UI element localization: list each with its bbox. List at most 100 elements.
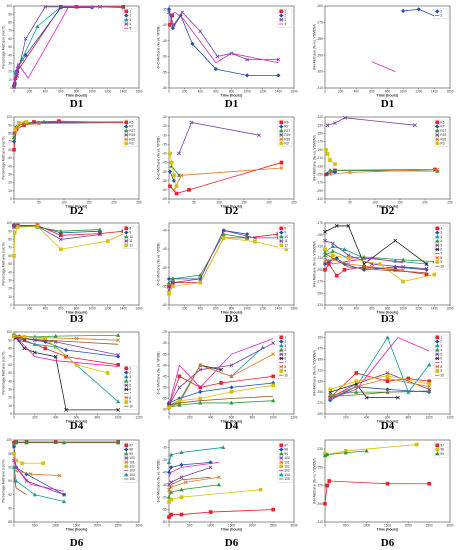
data-point — [327, 168, 333, 172]
x-axis-label: Time (hours) — [377, 528, 400, 532]
legend-entry: 8 — [129, 227, 131, 231]
y-tick-label: -270 — [316, 181, 323, 185]
series-1 — [328, 371, 431, 400]
x-tick-label: 1000 — [52, 524, 59, 528]
data-point — [257, 133, 261, 138]
series-line — [330, 390, 430, 397]
legend-marker — [124, 133, 129, 137]
data-point — [328, 172, 332, 177]
y-tick-label: 50 — [8, 371, 12, 375]
legend-marker — [279, 335, 284, 340]
data-point — [221, 231, 226, 236]
data-point — [167, 405, 171, 410]
legend-entry: 5 — [129, 26, 131, 30]
data-point — [323, 259, 327, 263]
data-point — [15, 73, 20, 78]
data-point — [413, 123, 417, 128]
panel-label: D2 — [381, 205, 395, 217]
series-4 — [168, 11, 279, 64]
y-tick-label: 100 — [6, 330, 12, 334]
plot-frame — [13, 5, 140, 89]
legend-marker — [435, 9, 440, 14]
series-line — [168, 447, 224, 463]
data-point — [343, 115, 347, 120]
series-100 — [167, 465, 213, 487]
x-tick-label: 0 — [168, 524, 170, 528]
x-tick-label: 1600 — [135, 307, 142, 311]
series-line — [330, 378, 430, 397]
legend-entry: 102 — [284, 465, 290, 469]
legend-marker — [279, 443, 284, 448]
series-line — [324, 253, 427, 274]
legend-entry: 11 — [129, 239, 133, 243]
y-tick-label: -270 — [316, 21, 323, 25]
y-tick-label: -55 — [162, 397, 167, 401]
legend-marker — [435, 369, 440, 373]
x-tick-label: 1400 — [431, 307, 438, 311]
series-9 — [167, 383, 275, 410]
data-point — [427, 388, 432, 393]
legend-marker — [435, 247, 440, 252]
y-tick-label: -45 — [162, 247, 167, 251]
x-tick-label: 3000 — [446, 524, 453, 528]
legend-marker — [124, 395, 129, 400]
data-point — [12, 133, 16, 137]
legend-entry: 2 — [440, 231, 442, 235]
legend-marker — [435, 347, 440, 352]
y-tick-label: -40 — [162, 470, 167, 474]
x-tick-label: 1000 — [207, 524, 214, 528]
legend-entry: 9 — [284, 369, 286, 373]
x-axis-label: Time (hours) — [377, 205, 400, 209]
x-tick-label: 250 — [447, 201, 453, 205]
data-point — [166, 276, 172, 281]
legend-entry: R20 — [440, 137, 446, 141]
y-tick-label: -55 — [162, 179, 167, 183]
y-tick-label: -290 — [316, 53, 323, 57]
series-104 — [166, 445, 226, 464]
data-point — [176, 173, 182, 177]
legend-entry: 9 — [440, 369, 442, 373]
data-point — [74, 363, 79, 367]
x-tick-label: 1000 — [426, 416, 433, 420]
y-tick-label: -45 — [162, 483, 167, 487]
data-point — [334, 224, 339, 228]
x-tick-label: 1400 — [431, 90, 438, 94]
data-point — [385, 379, 390, 384]
data-point — [169, 465, 174, 470]
y-tick-label: -210 — [316, 245, 323, 249]
x-tick-label: 200 — [27, 307, 33, 311]
legend-entry: 101 — [284, 460, 290, 464]
legend-marker — [435, 238, 440, 243]
data-point — [62, 492, 66, 497]
data-point — [167, 515, 171, 519]
legend-marker — [279, 451, 284, 456]
y-tick-label: -35 — [162, 7, 167, 11]
legend-entry: 105 — [284, 477, 290, 481]
x-axis-label: Time (hours) — [66, 528, 89, 532]
x-tick-label: 0 — [324, 201, 326, 205]
series-2 — [166, 7, 281, 78]
x-tick-label: 150 — [397, 201, 403, 205]
data-point — [414, 442, 419, 447]
legend-marker — [279, 17, 284, 22]
data-point — [427, 387, 432, 392]
data-point — [179, 475, 184, 480]
data-point — [13, 127, 17, 132]
x-tick-label: 3000 — [135, 524, 142, 528]
y-axis-label: Percentage Methane (vol.%) — [2, 243, 6, 286]
legend-entry: 105 — [129, 477, 135, 481]
data-point — [343, 450, 348, 455]
x-tick-label: 200 — [338, 90, 344, 94]
data-point — [364, 395, 369, 400]
legend-entry: 5 — [129, 383, 131, 387]
legend-entry: 6 — [284, 357, 286, 361]
series-R20 — [328, 167, 440, 177]
legend-marker — [435, 260, 440, 264]
x-tick-label: 1000 — [89, 307, 96, 311]
legend-entry: R19 — [284, 133, 290, 137]
x-tick-label: 400 — [43, 307, 49, 311]
data-point — [121, 5, 126, 9]
x-tick-label: 200 — [182, 90, 188, 94]
legend-marker — [124, 137, 129, 142]
y-tick-label: 80 — [8, 132, 12, 136]
